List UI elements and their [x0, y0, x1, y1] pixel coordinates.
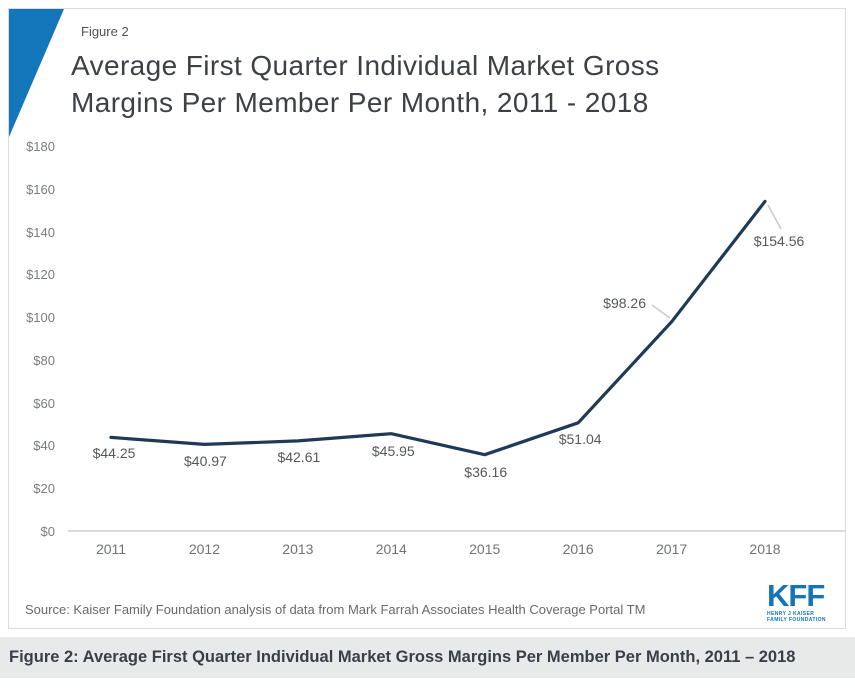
- x-axis-label: 2017: [656, 541, 688, 557]
- caption-bar: Figure 2: Average First Quarter Individu…: [0, 637, 855, 678]
- kff-logo-text: KFF: [767, 578, 825, 613]
- caption-text: Figure 2: Average First Quarter Individu…: [9, 648, 796, 666]
- y-axis-tick-label: $20: [33, 481, 55, 497]
- y-axis-tick-label: $160: [26, 181, 55, 197]
- data-point-label: $98.26: [603, 294, 646, 311]
- margin-line-series: [109, 199, 767, 457]
- y-axis-tick-label: $100: [26, 310, 55, 326]
- label-leader-line: [767, 204, 782, 230]
- source-note: Source: Kaiser Family Foundation analysi…: [25, 602, 646, 617]
- label-leader-line: [651, 304, 671, 319]
- chart-title-line2: Margins Per Member Per Month, 2011 - 201…: [71, 87, 649, 118]
- chart-title: Average First Quarter Individual Market …: [71, 47, 660, 121]
- y-axis-tick-label: $140: [26, 224, 55, 240]
- y-axis-tick-label: $80: [33, 352, 55, 368]
- x-axis-label: 2014: [375, 541, 407, 557]
- data-point-label: $42.61: [277, 448, 321, 465]
- figure-number-label: Figure 2: [81, 24, 129, 39]
- y-axis-tick-label: $0: [40, 524, 55, 539]
- y-axis-tick-label: $40: [33, 438, 55, 454]
- data-point-label: $51.04: [558, 430, 602, 447]
- kff-logo: KFF HENRY J KAISER FAMILY FOUNDATION: [767, 578, 837, 623]
- x-axis-label: 2018: [749, 541, 781, 557]
- x-axis-label: 2013: [282, 541, 314, 557]
- y-axis-tick-label: $120: [26, 267, 55, 283]
- y-axis-tick-label: $180: [26, 139, 55, 154]
- x-axis-label: 2012: [188, 541, 220, 557]
- data-point-label: $154.56: [753, 233, 805, 250]
- x-axis-label: 2016: [562, 541, 594, 557]
- x-axis-baseline: [68, 530, 846, 532]
- accent-wedge-decoration: [9, 9, 64, 137]
- y-axis-tick-label: $60: [33, 395, 55, 411]
- kff-logo-subtext-line2: FAMILY FOUNDATION: [767, 617, 826, 623]
- data-point-label: $45.95: [371, 442, 415, 459]
- data-point-label: $44.25: [92, 445, 136, 462]
- kff-logo-subtext-line1: HENRY J KAISER: [767, 611, 815, 617]
- chart-card: Figure 2 Average First Quarter Individua…: [8, 8, 846, 629]
- chart-title-line1: Average First Quarter Individual Market …: [71, 50, 660, 81]
- x-axis-label: 2015: [469, 541, 501, 557]
- data-point-label: $40.97: [184, 453, 227, 470]
- data-point-label: $36.16: [464, 463, 508, 480]
- x-axis-label: 2011: [95, 541, 127, 557]
